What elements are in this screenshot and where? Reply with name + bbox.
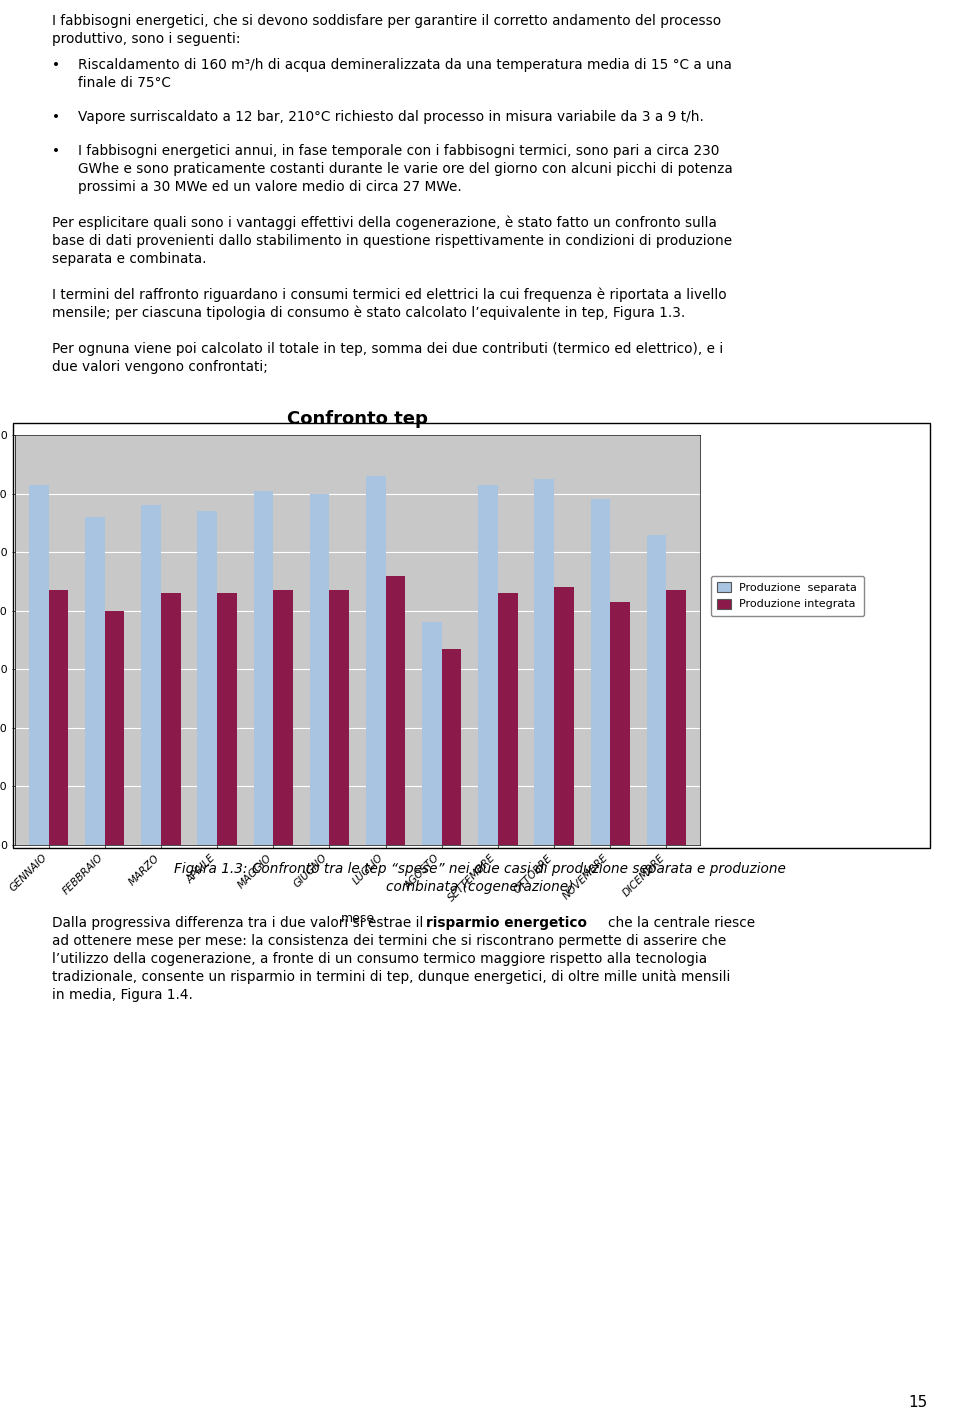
- Title: Confronto tep: Confronto tep: [287, 410, 428, 428]
- Text: finale di 75°C: finale di 75°C: [78, 77, 171, 91]
- Bar: [29, 485, 49, 845]
- Bar: [217, 594, 237, 845]
- Bar: [141, 506, 161, 845]
- Text: •: •: [52, 111, 60, 125]
- X-axis label: mese: mese: [341, 913, 374, 925]
- Text: risparmio energetico: risparmio energetico: [426, 915, 587, 930]
- Bar: [498, 594, 517, 845]
- Bar: [590, 499, 611, 845]
- Bar: [666, 591, 686, 845]
- Bar: [49, 591, 68, 845]
- Text: che la centrale riesce: che la centrale riesce: [608, 915, 756, 930]
- Text: mensile; per ciascuna tipologia di consumo è stato calcolato l’equivalente in te: mensile; per ciascuna tipologia di consu…: [52, 306, 685, 320]
- Bar: [478, 485, 498, 845]
- Text: produttivo, sono i seguenti:: produttivo, sono i seguenti:: [52, 33, 241, 45]
- Text: Per ognuna viene poi calcolato il totale in tep, somma dei due contributi (termi: Per ognuna viene poi calcolato il totale…: [52, 341, 723, 356]
- Bar: [161, 594, 180, 845]
- Bar: [442, 649, 462, 845]
- Text: Riscaldamento di 160 m³/h di acqua demineralizzata da una temperatura media di 1: Riscaldamento di 160 m³/h di acqua demin…: [78, 58, 732, 72]
- Text: base di dati provenienti dallo stabilimento in questione rispettivamente in cond: base di dati provenienti dallo stabilime…: [52, 234, 732, 248]
- Text: 15: 15: [908, 1394, 927, 1410]
- Text: ad ottenere mese per mese: la consistenza dei termini che si riscontrano permett: ad ottenere mese per mese: la consistenz…: [52, 934, 727, 948]
- Text: Figura 1.3: Confronto tra le tep “spese” nei due casi di produzione separata e p: Figura 1.3: Confronto tra le tep “spese”…: [174, 862, 786, 876]
- Bar: [253, 490, 274, 845]
- Bar: [554, 587, 574, 845]
- Bar: [535, 479, 554, 845]
- Bar: [366, 476, 386, 845]
- Text: prossimi a 30 MWe ed un valore medio di circa 27 MWe.: prossimi a 30 MWe ed un valore medio di …: [78, 180, 462, 194]
- Bar: [611, 602, 630, 845]
- Text: due valori vengono confrontati;: due valori vengono confrontati;: [52, 360, 268, 374]
- Text: Vapore surriscaldato a 12 bar, 210°C richiesto dal processo in misura variabile : Vapore surriscaldato a 12 bar, 210°C ric…: [78, 111, 704, 125]
- Bar: [310, 493, 329, 845]
- Text: l’utilizzo della cogenerazione, a fronte di un consumo termico maggiore rispetto: l’utilizzo della cogenerazione, a fronte…: [52, 952, 708, 966]
- Text: I fabbisogni energetici, che si devono soddisfare per garantire il corretto anda: I fabbisogni energetici, che si devono s…: [52, 14, 721, 28]
- Bar: [105, 611, 125, 845]
- Bar: [198, 512, 217, 845]
- Text: separata e combinata.: separata e combinata.: [52, 252, 206, 266]
- Text: combinata (cogenerazione): combinata (cogenerazione): [386, 880, 574, 894]
- Text: in media, Figura 1.4.: in media, Figura 1.4.: [52, 988, 193, 1002]
- Bar: [386, 575, 405, 845]
- Bar: [329, 591, 349, 845]
- Text: •: •: [52, 58, 60, 72]
- Text: tradizionale, consente un risparmio in termini di tep, dunque energetici, di olt: tradizionale, consente un risparmio in t…: [52, 971, 731, 985]
- Text: GWhe e sono praticamente costanti durante le varie ore del giorno con alcuni pic: GWhe e sono praticamente costanti durant…: [78, 162, 732, 176]
- Bar: [85, 517, 105, 845]
- Bar: [647, 534, 666, 845]
- Text: Per esplicitare quali sono i vantaggi effettivi della cogenerazione, è stato fat: Per esplicitare quali sono i vantaggi ef…: [52, 215, 717, 231]
- Text: I termini del raffronto riguardano i consumi termici ed elettrici la cui frequen: I termini del raffronto riguardano i con…: [52, 288, 727, 302]
- Bar: [274, 591, 293, 845]
- Legend: Produzione  separata, Produzione integrata: Produzione separata, Produzione integrat…: [710, 575, 864, 616]
- Text: I fabbisogni energetici annui, in fase temporale con i fabbisogni termici, sono : I fabbisogni energetici annui, in fase t…: [78, 145, 719, 159]
- Text: •: •: [52, 145, 60, 159]
- Bar: [422, 622, 442, 845]
- Text: Dalla progressiva differenza tra i due valori si estrae il: Dalla progressiva differenza tra i due v…: [52, 915, 428, 930]
